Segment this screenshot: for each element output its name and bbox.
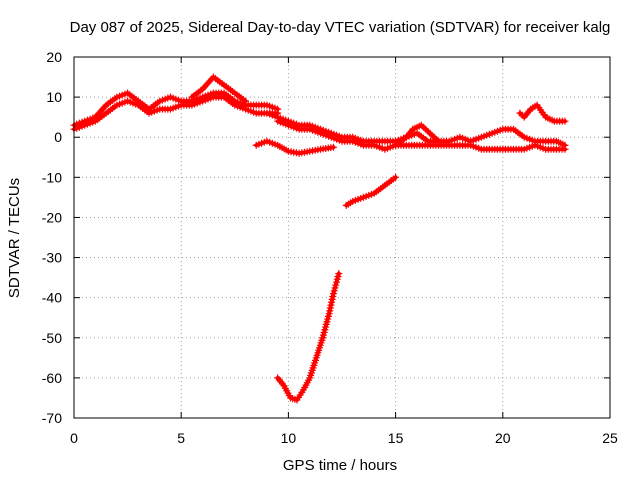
y-tick-label: -30 [42, 250, 62, 266]
axes [73, 56, 611, 419]
y-axis-title: SDTVAR / TECUs [6, 178, 23, 298]
y-tick-label: 0 [54, 129, 62, 145]
x-tick-label: 20 [495, 430, 511, 446]
data-marker [434, 137, 442, 145]
data-marker [335, 270, 343, 278]
plot-frame [73, 56, 611, 419]
x-axis-title: GPS time / hours [283, 457, 397, 474]
data-marker [392, 173, 400, 181]
x-tick-label: 5 [177, 430, 185, 446]
x-tick-label: 10 [281, 430, 297, 446]
y-tick-label: -50 [42, 330, 62, 346]
x-tick-label: 0 [70, 430, 78, 446]
data-marker [561, 117, 569, 125]
data-marker [329, 143, 337, 151]
y-tick-label: -40 [42, 290, 62, 306]
y-tick-labels: 20 10 0 -10 -20 -30 -40 -50 -60 -70 [42, 49, 62, 426]
y-tick-label: -10 [42, 169, 62, 185]
y-tick-label: -70 [42, 410, 62, 426]
y-tick-label: 10 [46, 89, 62, 105]
y-tick-label: -60 [42, 370, 62, 386]
x-tick-label: 25 [602, 430, 618, 446]
data-marker [561, 145, 569, 153]
chart-title: Day 087 of 2025, Sidereal Day-to-day VTE… [70, 19, 611, 36]
y-tick-label: 20 [46, 49, 62, 65]
data-marker [242, 97, 250, 105]
x-tick-labels: 0 5 10 15 20 25 [70, 430, 618, 446]
x-tick-label: 15 [388, 430, 404, 446]
y-tick-label: -20 [42, 209, 62, 225]
